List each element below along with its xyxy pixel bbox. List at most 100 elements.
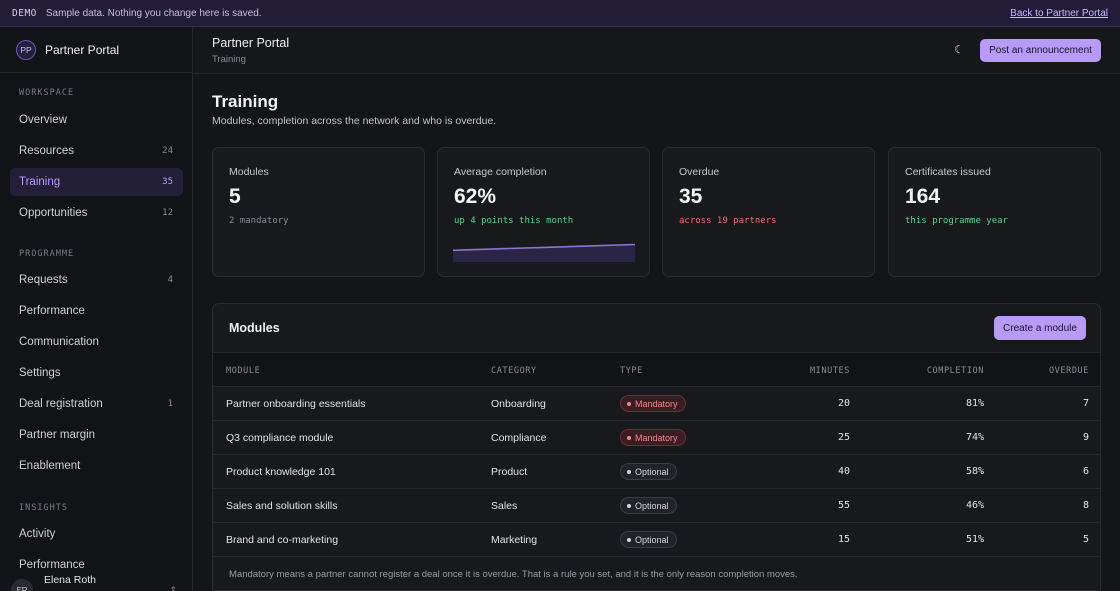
sidebar-item-partner-margin[interactable]: Partner margin <box>10 421 183 449</box>
sidebar-item-deal-registration[interactable]: Deal registration 1 <box>10 390 183 418</box>
table-row[interactable]: Sales and solution skills Sales Optional… <box>213 489 1100 523</box>
cell-category: Onboarding <box>491 398 546 410</box>
moon-icon[interactable]: ☾ <box>954 44 964 56</box>
create-module-button[interactable]: Create a module <box>994 316 1086 340</box>
badge-dot <box>627 469 631 474</box>
sidebar-item-label: Communication <box>19 336 99 348</box>
back-to-portal-link[interactable]: Back to Partner Portal <box>1010 7 1108 19</box>
badge-label: Mandatory <box>635 398 678 409</box>
sidebar-item-label: Enablement <box>19 460 81 472</box>
sidebar-item-opportunities[interactable]: Opportunities 12 <box>10 199 183 227</box>
table-footnote: Mandatory means a partner cannot registe… <box>229 569 798 580</box>
sidebar-item-label: Performance <box>19 305 85 317</box>
sidebar-item-count: 24 <box>162 146 173 156</box>
brand-avatar: PP <box>16 39 36 60</box>
cell-minutes: 20 <box>837 398 850 409</box>
sparkline-line <box>453 243 635 252</box>
stat-card-average-completion: Average completion 62% up 4 points this … <box>437 147 650 277</box>
sidebar-item-label: Requests <box>19 274 68 286</box>
badge-dot <box>627 435 631 440</box>
page-subtitle: Modules, completion across the network a… <box>212 115 497 127</box>
sidebar-item-label: Activity <box>19 528 56 540</box>
chevron-updown-icon[interactable]: ⇕ <box>169 584 177 591</box>
top-bar: Partner Portal Training ☾ Post an announ… <box>193 27 1120 74</box>
sidebar-item-communication[interactable]: Communication <box>10 328 183 356</box>
cell-overdue: 9 <box>1082 432 1089 443</box>
table-row[interactable]: Product knowledge 101 Product Optional 4… <box>213 455 1100 489</box>
demo-banner: DEMO Sample data. Nothing you change her… <box>0 0 1120 27</box>
cell-category: Product <box>491 466 528 478</box>
demo-message: Sample data. Nothing you change here is … <box>45 7 262 19</box>
sidebar-item-count: 12 <box>162 208 173 218</box>
completion-sparkline <box>453 243 635 262</box>
cell-module: Q3 compliance module <box>226 432 334 444</box>
stat-sub: this programme year <box>905 216 1008 226</box>
stat-label: Certificates issued <box>905 166 991 178</box>
badge-label: Optional <box>635 500 669 511</box>
sidebar-item-label: Partner margin <box>19 429 96 441</box>
stat-value: 5 <box>229 185 241 208</box>
column-header-module[interactable]: MODULE <box>226 366 261 376</box>
stat-card-overdue: Overdue 35 across 19 partners <box>662 147 875 277</box>
badge-dot <box>627 503 631 508</box>
sidebar-item-label: Opportunities <box>19 207 88 219</box>
sidebar-item-label: Settings <box>19 367 61 379</box>
cell-overdue: 6 <box>1082 466 1089 477</box>
post-announcement-button[interactable]: Post an announcement <box>980 39 1101 62</box>
stat-value: 62% <box>454 185 497 208</box>
badge-label: Optional <box>635 466 669 477</box>
cell-category: Marketing <box>491 534 538 546</box>
sidebar: PP Partner Portal WORKSPACE Overview Res… <box>0 27 193 591</box>
table-row[interactable]: Brand and co-marketing Marketing Optiona… <box>213 523 1100 557</box>
cell-module: Partner onboarding essentials <box>226 398 366 410</box>
column-header-overdue[interactable]: OVERDUE <box>1048 366 1089 376</box>
sidebar-item-resources[interactable]: Resources 24 <box>10 137 183 165</box>
cell-module: Product knowledge 101 <box>226 466 336 478</box>
column-header-type[interactable]: TYPE <box>620 366 643 376</box>
stat-card-certificates: Certificates issued 164 this programme y… <box>888 147 1101 277</box>
sidebar-item-training[interactable]: Training 35 <box>10 168 183 196</box>
sidebar-item-label: Overview <box>19 114 67 126</box>
column-header-category[interactable]: CATEGORY <box>491 366 537 376</box>
type-badge: Mandatory <box>620 395 686 412</box>
sidebar-item-label: Deal registration <box>19 398 103 410</box>
type-badge: Optional <box>620 463 677 480</box>
sidebar-item-settings[interactable]: Settings <box>10 359 183 387</box>
table-header: MODULE CATEGORY TYPE MINUTES COMPLETION … <box>213 352 1100 387</box>
cell-minutes: 15 <box>837 534 850 545</box>
sidebar-item-enablement[interactable]: Enablement <box>10 452 183 480</box>
cell-minutes: 25 <box>837 432 850 443</box>
table-row[interactable]: Q3 compliance module Compliance Mandator… <box>213 421 1100 455</box>
sidebar-item-overview[interactable]: Overview <box>10 106 183 134</box>
badge-label: Mandatory <box>635 432 678 443</box>
cell-completion: 81% <box>965 398 984 409</box>
section-label-programme: PROGRAMME <box>19 249 75 259</box>
user-name: Elena Roth <box>44 574 96 586</box>
user-avatar: ER <box>11 579 33 591</box>
sidebar-item-activity[interactable]: Activity <box>10 520 183 548</box>
sidebar-brand[interactable]: PP Partner Portal <box>0 27 192 73</box>
column-header-completion[interactable]: COMPLETION <box>926 366 984 376</box>
sidebar-item-requests[interactable]: Requests 4 <box>10 266 183 294</box>
table-row[interactable]: Partner onboarding essentials Onboarding… <box>213 387 1100 421</box>
page-title: Training <box>212 92 279 111</box>
cell-completion: 74% <box>965 432 984 443</box>
sidebar-item-label: Resources <box>19 145 74 157</box>
sidebar-item-count: 35 <box>162 177 173 187</box>
stat-sub: 2 mandatory <box>229 216 289 226</box>
topbar-breadcrumb: Training <box>212 54 246 65</box>
column-header-minutes[interactable]: MINUTES <box>809 366 850 376</box>
type-badge: Optional <box>620 497 677 514</box>
badge-dot <box>627 537 631 542</box>
sidebar-item-performance[interactable]: Performance <box>10 297 183 325</box>
sidebar-item-label: Training <box>19 176 61 188</box>
user-profile[interactable]: ER Elena Roth ⇕ <box>0 568 192 591</box>
cell-category: Sales <box>491 500 518 512</box>
cell-completion: 58% <box>965 466 984 477</box>
type-badge: Mandatory <box>620 429 686 446</box>
brand-name: Partner Portal <box>45 42 120 57</box>
cell-overdue: 8 <box>1082 500 1089 511</box>
cell-completion: 46% <box>965 500 984 511</box>
badge-label: Optional <box>635 534 669 545</box>
cell-minutes: 55 <box>837 500 850 511</box>
